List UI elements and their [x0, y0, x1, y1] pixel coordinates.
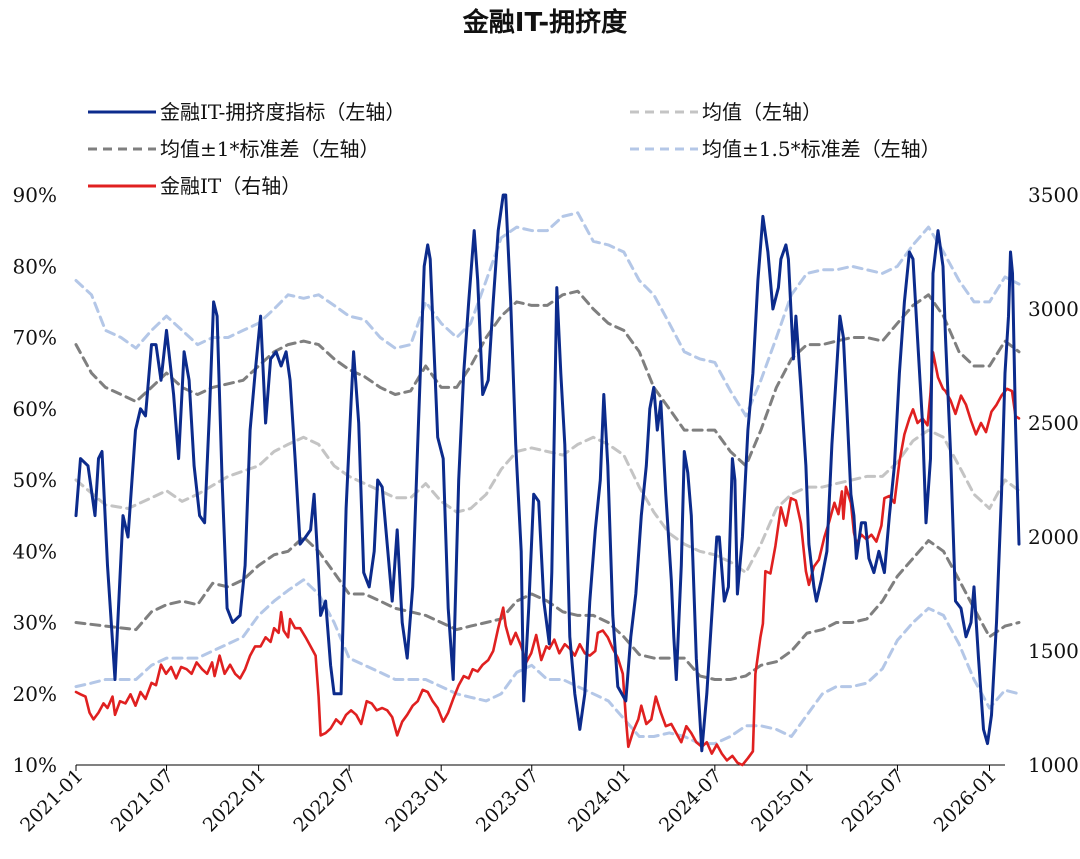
band-1sd-lower-line [74, 535, 1021, 681]
band-1.5sd-upper-line [74, 211, 1021, 418]
left-tick-label: 50% [13, 468, 57, 492]
series-layer [74, 193, 1021, 767]
x-tick-label: 2023-07 [472, 765, 543, 836]
right-tick-label: 2000 [1028, 525, 1079, 549]
legend-label: 金融IT（右轴） [160, 174, 301, 198]
x-tick-label: 2022-07 [289, 765, 360, 836]
x-tick-label: 2022-01 [199, 765, 270, 836]
right-tick-label: 3000 [1028, 297, 1079, 321]
left-tick-label: 10% [13, 753, 57, 777]
left-tick-label: 90% [13, 183, 57, 207]
chart-title: 金融IT-拥挤度 [462, 7, 627, 38]
right-tick-label: 1000 [1028, 753, 1079, 777]
x-tick-label: 2026-01 [930, 765, 1001, 836]
left-tick-label: 60% [13, 397, 57, 421]
left-tick-label: 40% [13, 539, 57, 563]
crowding-index-line [74, 193, 1021, 753]
left-tick-label: 70% [13, 326, 57, 350]
legend-label: 均值±1.5*标准差（左轴） [702, 137, 941, 161]
x-tick-label: 2024-07 [655, 765, 726, 836]
price-index-line [74, 351, 1021, 767]
right-tick-label: 1500 [1028, 639, 1079, 663]
x-tick-label: 2025-01 [747, 765, 818, 836]
x-tick-label: 2025-07 [838, 765, 909, 836]
right-tick-label: 3500 [1028, 183, 1079, 207]
band-1.5sd-lower-line [74, 578, 1021, 746]
x-tick-label: 2024-01 [564, 765, 635, 836]
left-tick-label: 30% [13, 611, 57, 635]
left-tick-label: 80% [13, 254, 57, 278]
band-1sd-upper-line [74, 289, 1021, 468]
axes: 2021-01 2021-07 2022-01 2022-07 2023-01 2023-… [13, 183, 1079, 836]
left-tick-label: 20% [13, 682, 57, 706]
legend: 金融IT-拥挤度指标（左轴） 均值（左轴） 均值±1*标准差（左轴） 均值±1.5*标… [88, 100, 941, 198]
x-tick-label: 2021-07 [107, 765, 178, 836]
legend-label: 均值±1*标准差（左轴） [160, 137, 379, 161]
legend-label: 均值（左轴） [702, 100, 822, 124]
mean-line [74, 428, 1021, 575]
legend-label: 金融IT-拥挤度指标（左轴） [160, 100, 405, 124]
x-tick-label: 2023-01 [381, 765, 452, 836]
right-tick-label: 2500 [1028, 411, 1079, 435]
